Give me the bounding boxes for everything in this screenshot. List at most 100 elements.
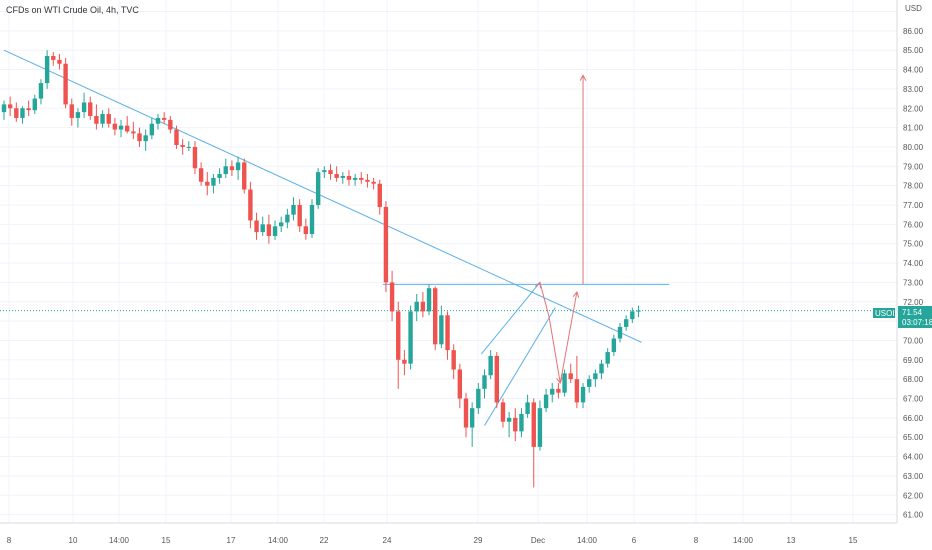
candle [285, 208, 290, 229]
candle [94, 104, 99, 130]
candle [451, 344, 456, 380]
candle-body [420, 301, 426, 312]
candle [426, 284, 432, 316]
x-tick-label: 17 [227, 536, 236, 545]
candle [617, 323, 623, 343]
candle-body [593, 373, 598, 380]
candle-body [297, 205, 302, 227]
candle-body [100, 114, 105, 124]
candle [137, 127, 142, 147]
y-tick-label: 66.00 [903, 414, 924, 423]
x-tick-label: 14:00 [733, 536, 754, 545]
candle-body [519, 413, 524, 432]
candle-body [211, 177, 216, 186]
candle [420, 292, 426, 318]
candle [14, 102, 19, 122]
candle [88, 96, 93, 120]
candle-body [112, 123, 118, 130]
candle-body [180, 145, 185, 147]
candle [303, 218, 309, 240]
candle-body [192, 146, 198, 169]
candle-body [599, 363, 604, 374]
candle-body [617, 326, 623, 339]
candle-body [223, 166, 228, 175]
candle [20, 106, 25, 124]
x-tick-label: 10 [69, 536, 78, 545]
candle [279, 216, 284, 233]
candle [75, 108, 81, 128]
candle-body [574, 379, 580, 403]
candle [112, 117, 118, 136]
channel-upper-line [481, 282, 541, 355]
candle-body [389, 282, 395, 312]
candle-body [205, 181, 210, 186]
channel-lower-line [484, 307, 556, 426]
candle [543, 388, 549, 413]
y-tick-label: 85.00 [903, 46, 924, 55]
target-arrowhead [579, 74, 587, 81]
candle [408, 305, 413, 370]
y-tick-label: 63.00 [903, 472, 924, 481]
candle [445, 311, 450, 360]
candle-body [433, 288, 438, 345]
candle [482, 369, 487, 399]
candle-body [14, 108, 19, 118]
candle-body [143, 135, 148, 142]
candle-body [81, 102, 87, 113]
candle-body [556, 388, 561, 393]
candle [439, 305, 444, 349]
candle-body [272, 226, 278, 236]
candle-body [525, 402, 530, 414]
candle-body [7, 104, 13, 109]
candle [205, 172, 210, 196]
y-tick-label: 69.00 [903, 356, 924, 365]
last-price-value: 71.54 [902, 308, 923, 317]
candle-body [44, 56, 50, 84]
candle [371, 177, 376, 190]
candle [266, 214, 272, 244]
candle [340, 172, 345, 184]
candle [235, 156, 241, 180]
candle [383, 201, 389, 293]
annotations-front [534, 74, 587, 385]
time-axis[interactable]: 8 10 14:00 15 17 14:00 22 24 29 Dec 14:00 6 8 14:00 13… [7, 536, 858, 545]
candle-body [315, 172, 321, 205]
candle-body [334, 174, 339, 178]
candle-body [235, 162, 241, 171]
candle-body [38, 83, 44, 99]
candle-body [51, 56, 56, 60]
x-tick-label: 15 [849, 536, 858, 545]
candle-body [137, 133, 142, 142]
candle-body [346, 175, 352, 180]
candle [32, 94, 37, 115]
candle-body [426, 288, 432, 312]
y-tick-label: 65.00 [903, 433, 924, 442]
y-tick-label: 75.00 [903, 240, 924, 249]
price-badge: USOIL 71.54 03:07:18 [873, 306, 932, 328]
candle-body [20, 108, 25, 118]
candle [568, 363, 573, 384]
candle-body [469, 408, 475, 428]
candle [161, 112, 167, 124]
candle-body [568, 373, 573, 380]
x-tick-label: 6 [632, 536, 637, 545]
candle-body [106, 114, 111, 124]
candle [574, 355, 580, 409]
candle-body [623, 319, 629, 327]
candle-body [32, 98, 37, 111]
candle [488, 350, 493, 380]
candle-body [482, 375, 487, 389]
y-tick-label: 61.00 [903, 511, 924, 520]
candle [328, 164, 333, 180]
candle [519, 408, 524, 438]
candles [1, 50, 641, 488]
candle [106, 108, 111, 128]
downtrend-line [3, 49, 642, 343]
price-axis[interactable]: 61.00 62.00 63.00 64.00 65.00 66.00 67.00 68.00… [903, 27, 924, 520]
candle [1, 100, 7, 120]
y-tick-label: 83.00 [903, 85, 924, 94]
candle [211, 174, 216, 194]
candle-body [457, 369, 463, 399]
candle-body [605, 352, 610, 364]
